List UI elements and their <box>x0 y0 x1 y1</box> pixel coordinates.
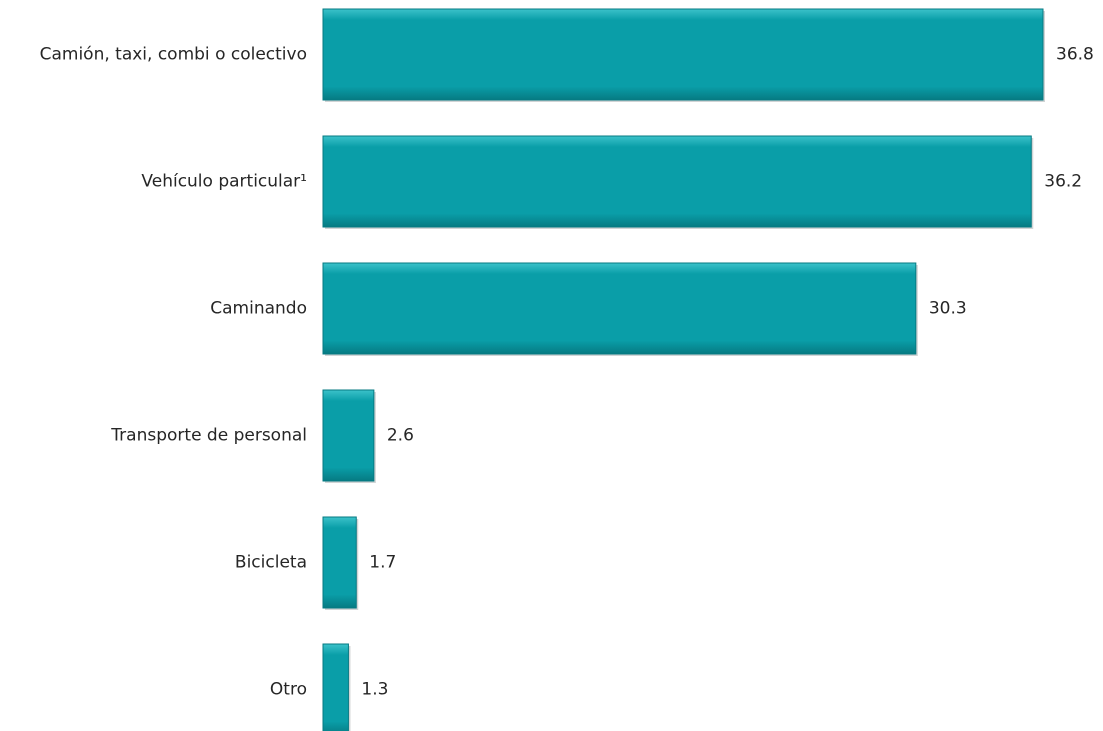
category-label: Camión, taxi, combi o colectivo <box>40 45 307 65</box>
value-label: 30.3 <box>929 299 967 319</box>
bar <box>322 389 375 482</box>
bar <box>322 516 357 609</box>
category-label: Bicicleta <box>235 553 307 573</box>
value-label: 36.2 <box>1044 172 1082 192</box>
bar <box>322 135 1032 228</box>
category-labels: Camión, taxi, combi o colectivo Vehículo … <box>40 45 307 700</box>
value-label: 1.3 <box>361 680 388 700</box>
value-label: 1.7 <box>369 553 396 573</box>
bar <box>322 643 349 731</box>
category-label: Otro <box>270 680 307 700</box>
category-label: Caminando <box>210 299 307 319</box>
category-label: Transporte de personal <box>110 426 307 446</box>
bar <box>322 262 917 355</box>
bar <box>322 8 1044 101</box>
bars-layer <box>322 8 1045 731</box>
value-label: 36.8 <box>1056 45 1094 65</box>
value-labels: 36.8 36.2 30.3 2.6 1.7 1.3 <box>361 45 1093 700</box>
category-label: Vehículo particular¹ <box>141 172 307 192</box>
value-label: 2.6 <box>387 426 414 446</box>
